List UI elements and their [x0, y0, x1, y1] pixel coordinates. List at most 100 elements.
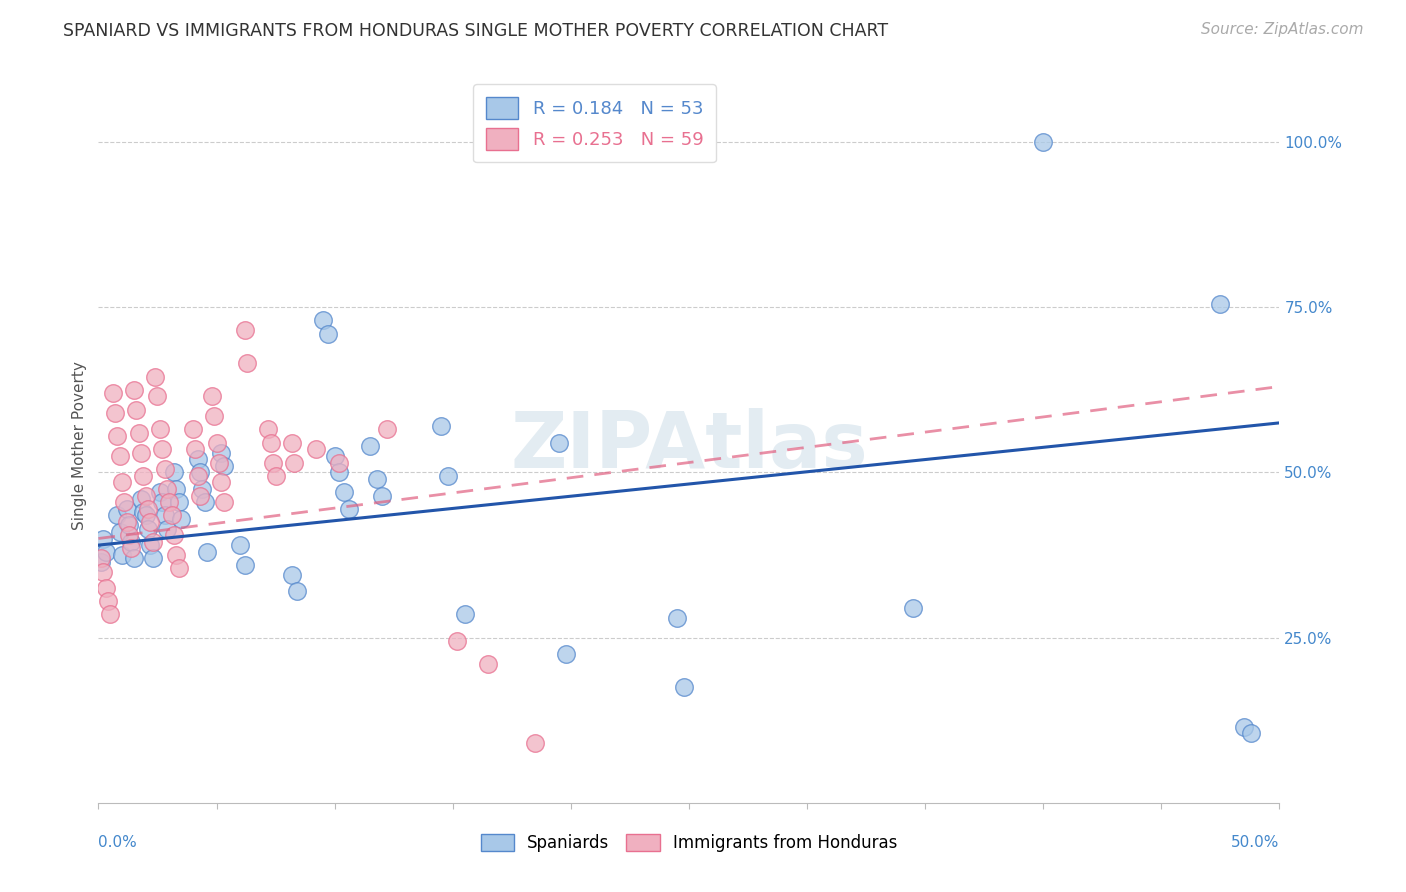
Point — [903, 600, 925, 615]
Point — [149, 422, 172, 436]
Point — [150, 442, 173, 457]
Point — [262, 456, 284, 470]
Point — [132, 505, 155, 519]
Point — [91, 565, 114, 579]
Point — [524, 736, 547, 750]
Point — [122, 551, 145, 566]
Point — [105, 429, 128, 443]
Text: 0.0%: 0.0% — [98, 835, 138, 850]
Point — [105, 508, 128, 523]
Point — [236, 356, 259, 370]
Point — [446, 634, 468, 648]
Point — [90, 551, 112, 566]
Point — [194, 495, 217, 509]
Point — [233, 558, 256, 572]
Legend: Spaniards, Immigrants from Honduras: Spaniards, Immigrants from Honduras — [474, 827, 904, 859]
Point — [375, 422, 398, 436]
Point — [209, 445, 232, 459]
Point — [139, 515, 162, 529]
Point — [201, 389, 224, 403]
Point — [129, 445, 152, 459]
Point — [142, 534, 165, 549]
Point — [136, 522, 159, 536]
Point — [142, 551, 165, 566]
Point — [1032, 135, 1054, 149]
Point — [156, 522, 179, 536]
Point — [125, 402, 148, 417]
Point — [111, 548, 134, 562]
Text: ZIPAtlas: ZIPAtlas — [510, 408, 868, 484]
Point — [128, 425, 150, 440]
Point — [132, 468, 155, 483]
Point — [233, 323, 256, 337]
Point — [264, 468, 287, 483]
Point — [97, 594, 120, 608]
Point — [212, 495, 235, 509]
Point — [156, 482, 179, 496]
Point — [135, 508, 157, 523]
Point — [673, 680, 696, 694]
Point — [337, 501, 360, 516]
Point — [167, 495, 190, 509]
Point — [202, 409, 225, 424]
Point — [366, 472, 388, 486]
Point — [316, 326, 339, 341]
Point — [129, 491, 152, 506]
Point — [94, 581, 117, 595]
Point — [150, 495, 173, 509]
Text: Source: ZipAtlas.com: Source: ZipAtlas.com — [1201, 22, 1364, 37]
Point — [121, 534, 143, 549]
Point — [112, 495, 135, 509]
Point — [195, 545, 218, 559]
Point — [1240, 726, 1263, 740]
Point — [187, 468, 209, 483]
Point — [118, 518, 141, 533]
Text: 50.0%: 50.0% — [1232, 835, 1279, 850]
Point — [104, 406, 127, 420]
Point — [160, 508, 183, 523]
Y-axis label: Single Mother Poverty: Single Mother Poverty — [72, 361, 87, 531]
Point — [188, 489, 211, 503]
Point — [163, 528, 186, 542]
Point — [111, 475, 134, 490]
Point — [136, 501, 159, 516]
Point — [122, 383, 145, 397]
Point — [90, 555, 112, 569]
Point — [1233, 720, 1256, 734]
Point — [205, 435, 228, 450]
Point — [157, 495, 180, 509]
Point — [229, 538, 252, 552]
Point — [477, 657, 499, 671]
Point — [115, 515, 138, 529]
Point — [143, 369, 166, 384]
Point — [260, 435, 283, 450]
Point — [149, 485, 172, 500]
Point — [548, 435, 571, 450]
Point — [283, 456, 305, 470]
Point — [281, 567, 304, 582]
Point — [146, 389, 169, 403]
Point — [281, 435, 304, 450]
Point — [139, 538, 162, 552]
Point — [187, 452, 209, 467]
Point — [115, 501, 138, 516]
Point — [453, 607, 475, 622]
Point — [101, 386, 124, 401]
Point — [1209, 297, 1232, 311]
Point — [555, 647, 578, 661]
Point — [359, 439, 381, 453]
Point — [257, 422, 280, 436]
Point — [135, 489, 157, 503]
Point — [153, 462, 176, 476]
Point — [430, 419, 453, 434]
Point — [328, 456, 350, 470]
Point — [305, 442, 328, 457]
Point — [285, 584, 308, 599]
Point — [181, 422, 204, 436]
Point — [209, 475, 232, 490]
Point — [371, 489, 394, 503]
Point — [323, 449, 346, 463]
Point — [108, 524, 131, 539]
Point — [437, 468, 460, 483]
Point — [170, 511, 193, 525]
